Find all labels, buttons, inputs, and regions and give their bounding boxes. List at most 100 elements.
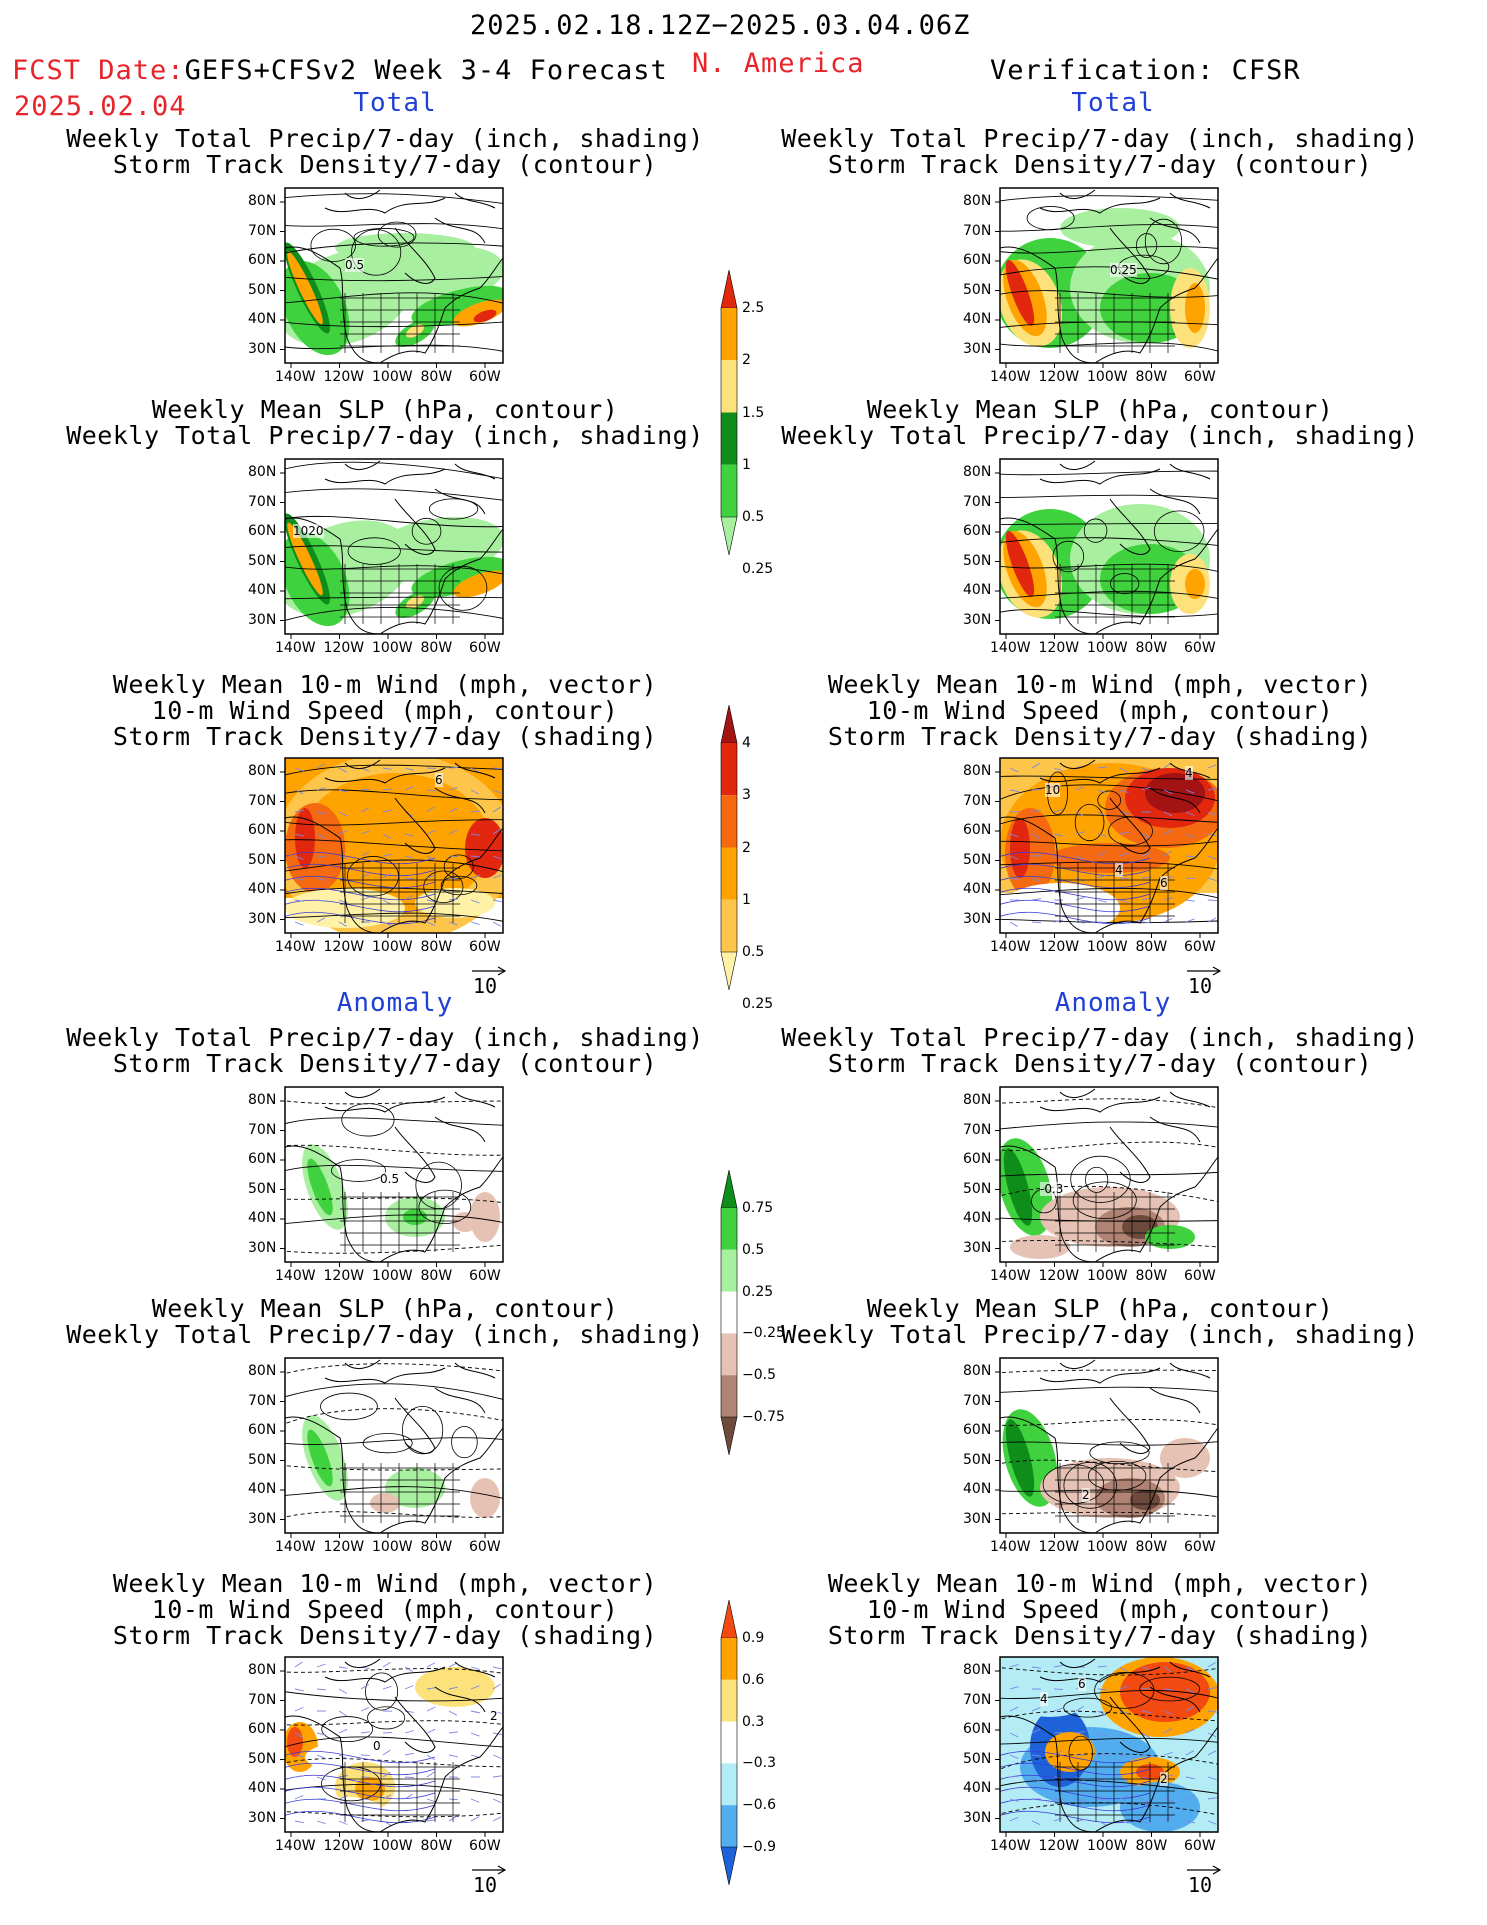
map-f-wind-anom bbox=[280, 1656, 504, 1837]
panel-title-line: Storm Track Density/7-day (shading) bbox=[112, 1621, 658, 1650]
colorbar-label: −0.75 bbox=[742, 1409, 785, 1425]
lat-tick-label: 70N bbox=[963, 222, 992, 239]
lon-tick-label: 140W bbox=[275, 1838, 316, 1854]
lat-tick-label: 60N bbox=[248, 1151, 277, 1167]
lat-tick-label: 80N bbox=[963, 1363, 992, 1379]
panel-title-line: 10-m Wind Speed (mph, contour) bbox=[866, 696, 1334, 725]
map-v-slp-total bbox=[995, 458, 1219, 639]
contour-label: 1020 bbox=[293, 524, 324, 538]
lon-tick-label: 140W bbox=[990, 1539, 1031, 1555]
lat-tick-label: 50N bbox=[963, 552, 992, 569]
lon-tick-label: 140W bbox=[990, 640, 1031, 656]
lat-tick-label: 70N bbox=[963, 1121, 992, 1138]
lat-tick-label: 70N bbox=[963, 792, 992, 809]
date-range: 2025.02.18.12Z−2025.03.04.06Z bbox=[470, 10, 971, 41]
lat-tick-label: 60N bbox=[963, 1721, 992, 1737]
lat-tick-label: 40N bbox=[963, 1780, 992, 1796]
lon-tick-label: 80W bbox=[420, 369, 453, 385]
lon-tick-label: 100W bbox=[1087, 1838, 1128, 1854]
lon-tick-label: 140W bbox=[275, 1268, 316, 1284]
map-f-precip-total bbox=[280, 187, 504, 368]
colorbar-label: 2 bbox=[742, 839, 751, 856]
lat-tick-label: 80N bbox=[248, 1363, 277, 1379]
vector-ref-label: 10 bbox=[473, 974, 498, 998]
lon-tick-label: 60W bbox=[1184, 939, 1216, 955]
lon-tick-label: 140W bbox=[275, 369, 316, 385]
lat-tick-label: 70N bbox=[963, 493, 992, 510]
section-anomaly-right: Anomaly bbox=[1054, 988, 1172, 1018]
lat-tick-label: 30N bbox=[963, 1239, 992, 1256]
colorbar-label: 0.25 bbox=[742, 1283, 774, 1300]
lon-tick-label: 80W bbox=[1135, 640, 1168, 656]
region-label: N. America bbox=[692, 48, 865, 79]
lat-tick-label: 50N bbox=[248, 1451, 277, 1468]
contour-label: 6 bbox=[1160, 876, 1168, 890]
lon-tick-label: 80W bbox=[1135, 369, 1168, 385]
lat-tick-label: 80N bbox=[248, 464, 277, 480]
lon-tick-label: 60W bbox=[1184, 1838, 1216, 1854]
lat-tick-label: 70N bbox=[248, 493, 277, 510]
lat-tick-label: 60N bbox=[248, 822, 277, 838]
lat-tick-label: 50N bbox=[248, 552, 277, 569]
lon-tick-label: 120W bbox=[1038, 640, 1080, 656]
lat-tick-label: 60N bbox=[248, 1721, 277, 1737]
map-f-precip-anom bbox=[280, 1086, 504, 1267]
contour-label: 6 bbox=[435, 773, 443, 787]
contour-label: 0 bbox=[373, 1739, 381, 1753]
lat-tick-label: 70N bbox=[248, 792, 277, 809]
lat-tick-label: 40N bbox=[963, 582, 992, 598]
map-f-slp-anom bbox=[280, 1357, 504, 1538]
lon-tick-label: 60W bbox=[469, 1268, 501, 1284]
colorbar-label: 0.6 bbox=[742, 1671, 765, 1688]
lat-tick-label: 60N bbox=[963, 822, 992, 838]
lon-tick-label: 120W bbox=[323, 1838, 365, 1854]
lat-tick-label: 40N bbox=[248, 582, 277, 598]
lat-tick-label: 50N bbox=[248, 851, 277, 868]
lat-tick-label: 40N bbox=[963, 881, 992, 897]
lon-tick-label: 80W bbox=[1135, 939, 1168, 955]
colorbar-label: 0.9 bbox=[742, 1630, 765, 1646]
lon-tick-label: 60W bbox=[1184, 1539, 1216, 1555]
panel-title-line: 10-m Wind Speed (mph, contour) bbox=[866, 1595, 1334, 1624]
colorbar-precip_total bbox=[720, 269, 738, 556]
lon-tick-label: 60W bbox=[1184, 1268, 1216, 1284]
panel-title-line: Storm Track Density/7-day (shading) bbox=[112, 722, 658, 751]
lon-tick-label: 100W bbox=[372, 369, 413, 385]
colorbar-label: 0.5 bbox=[742, 1241, 765, 1258]
lon-tick-label: 140W bbox=[990, 1838, 1031, 1854]
lon-tick-label: 60W bbox=[469, 1539, 501, 1555]
colorbar-label: 1 bbox=[742, 456, 751, 473]
lat-tick-label: 30N bbox=[963, 1510, 992, 1527]
lat-tick-label: 60N bbox=[248, 1422, 277, 1438]
lat-tick-label: 80N bbox=[963, 1092, 992, 1108]
lon-tick-label: 100W bbox=[1087, 1268, 1128, 1284]
lon-tick-label: 120W bbox=[1038, 1268, 1080, 1284]
lon-tick-label: 60W bbox=[469, 640, 501, 656]
vector-ref-arrow bbox=[1187, 966, 1222, 976]
vector-ref-label: 10 bbox=[1188, 1873, 1213, 1897]
lat-tick-label: 70N bbox=[248, 1392, 277, 1409]
lat-tick-label: 40N bbox=[963, 1481, 992, 1497]
colorbar-label: −0.3 bbox=[742, 1755, 776, 1772]
contour-label: 10 bbox=[1045, 783, 1061, 797]
lat-tick-label: 50N bbox=[248, 1750, 277, 1767]
panel-title-line: Weekly Mean 10-m Wind (mph, vector) bbox=[112, 670, 658, 699]
fcst-date-prefix: FCST Date: bbox=[12, 55, 185, 86]
lon-tick-label: 120W bbox=[323, 939, 365, 955]
lat-tick-label: 40N bbox=[248, 1481, 277, 1497]
lat-tick-label: 30N bbox=[963, 910, 992, 927]
panel-title-line: Weekly Total Precip/7-day (inch, shading… bbox=[66, 124, 704, 153]
colorbar-label: 0.75 bbox=[742, 1200, 774, 1216]
lon-tick-label: 80W bbox=[1135, 1268, 1168, 1284]
lon-tick-label: 140W bbox=[990, 939, 1031, 955]
vector-ref-arrow bbox=[472, 966, 507, 976]
lon-tick-label: 120W bbox=[1038, 369, 1080, 385]
vector-ref-label: 10 bbox=[1188, 974, 1213, 998]
colorbar-label: 1 bbox=[742, 891, 751, 908]
lat-tick-label: 60N bbox=[963, 1151, 992, 1167]
fcst-model: GEFS+CFSv2 Week 3-4 Forecast bbox=[184, 55, 668, 86]
lat-tick-label: 30N bbox=[963, 611, 992, 628]
lon-tick-label: 140W bbox=[275, 1539, 316, 1555]
map-f-wind-total bbox=[280, 757, 504, 938]
panel-title-line: Weekly Total Precip/7-day (inch, shading… bbox=[781, 1320, 1419, 1349]
